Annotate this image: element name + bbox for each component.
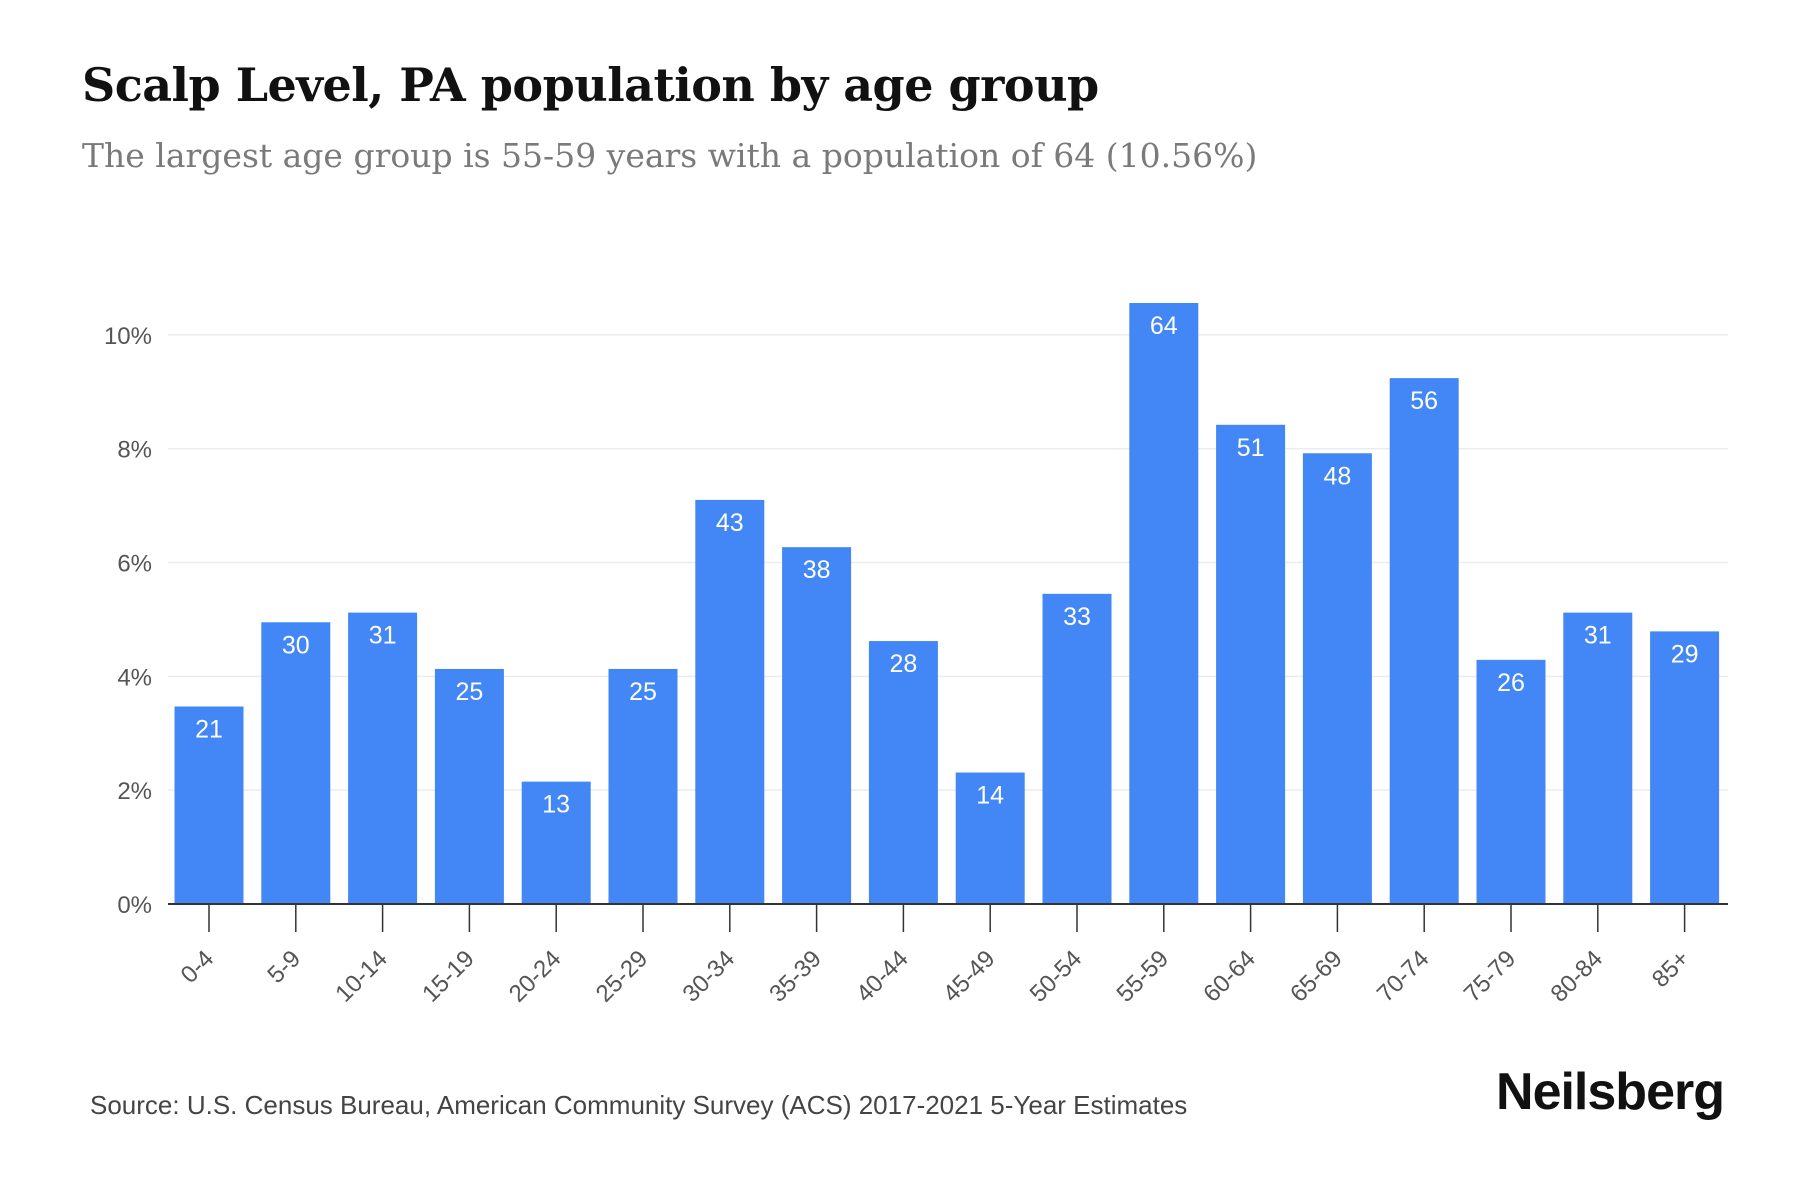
bar-25-29 <box>608 668 678 904</box>
bar-value-label: 28 <box>889 650 917 678</box>
bar-value-label: 14 <box>976 782 1004 810</box>
bar-value-label: 25 <box>629 678 657 706</box>
chart-subtitle: The largest age group is 55-59 years wit… <box>82 136 1258 175</box>
x-tick-label: 85+ <box>1647 945 1695 993</box>
x-tick-label: 5-9 <box>262 945 306 989</box>
x-tick-label: 75-79 <box>1459 945 1522 1008</box>
bar-value-label: 30 <box>282 631 310 659</box>
bar-40-44 <box>868 641 938 904</box>
bar-55-59 <box>1129 303 1199 904</box>
chart-title: Scalp Level, PA population by age group <box>82 58 1099 112</box>
bar-20-24 <box>521 781 591 904</box>
bar-value-label: 64 <box>1150 312 1178 340</box>
source-note: Source: U.S. Census Bureau, American Com… <box>90 1090 1188 1120</box>
bar-value-label: 38 <box>803 556 831 584</box>
bar-value-label: 31 <box>369 622 397 650</box>
bar-value-label: 48 <box>1323 462 1351 490</box>
x-tick-label: 20-24 <box>504 945 567 1008</box>
y-tick-label: 10% <box>104 323 152 350</box>
x-tick-label: 55-59 <box>1112 945 1175 1008</box>
y-tick-label: 8% <box>117 437 152 464</box>
bar-85+ <box>1650 631 1720 904</box>
x-tick-label: 80-84 <box>1546 945 1609 1008</box>
y-tick-label: 2% <box>117 778 152 805</box>
bar-0-4 <box>174 706 244 904</box>
bar-15-19 <box>434 668 504 904</box>
bar-70-74 <box>1389 378 1459 904</box>
bar-10-14 <box>348 612 418 904</box>
x-tick-label: 15-19 <box>417 945 480 1008</box>
bar-value-label: 31 <box>1584 622 1612 650</box>
bar-value-label: 33 <box>1063 603 1091 631</box>
x-tick-label: 35-39 <box>764 945 827 1008</box>
bar-5-9 <box>261 622 331 904</box>
x-tick-label: 25-29 <box>591 945 654 1008</box>
bar-value-label: 43 <box>716 509 744 537</box>
bar-60-64 <box>1216 424 1286 904</box>
bar-30-34 <box>695 499 765 904</box>
x-tick-label: 30-34 <box>678 945 741 1008</box>
x-tick-label: 45-49 <box>938 945 1001 1008</box>
y-tick-label: 6% <box>117 551 152 578</box>
bar-value-label: 25 <box>455 678 483 706</box>
bar-50-54 <box>1042 593 1112 904</box>
bar-80-84 <box>1563 612 1633 904</box>
bar-value-label: 56 <box>1410 387 1438 415</box>
x-tick-label: 70-74 <box>1372 945 1435 1008</box>
x-tick-label: 0-4 <box>176 945 220 989</box>
y-tick-label: 4% <box>117 664 152 691</box>
bar-value-label: 21 <box>195 716 223 744</box>
bar-65-69 <box>1302 453 1372 904</box>
bar-value-label: 13 <box>542 791 570 819</box>
x-tick-label: 65-69 <box>1285 945 1348 1008</box>
bar-35-39 <box>782 547 852 904</box>
bar-45-49 <box>955 772 1025 904</box>
bar-75-79 <box>1476 659 1546 904</box>
bar-value-label: 29 <box>1671 640 1699 668</box>
x-tick-label: 40-44 <box>851 945 914 1008</box>
bar-value-label: 26 <box>1497 669 1525 697</box>
bar-value-label: 51 <box>1237 434 1265 462</box>
x-tick-label: 60-64 <box>1198 945 1261 1008</box>
x-tick-label: 10-14 <box>330 945 393 1008</box>
x-tick-label: 50-54 <box>1025 945 1088 1008</box>
brand-logo: Neilsberg <box>1496 1063 1725 1121</box>
y-tick-label: 0% <box>117 892 152 919</box>
